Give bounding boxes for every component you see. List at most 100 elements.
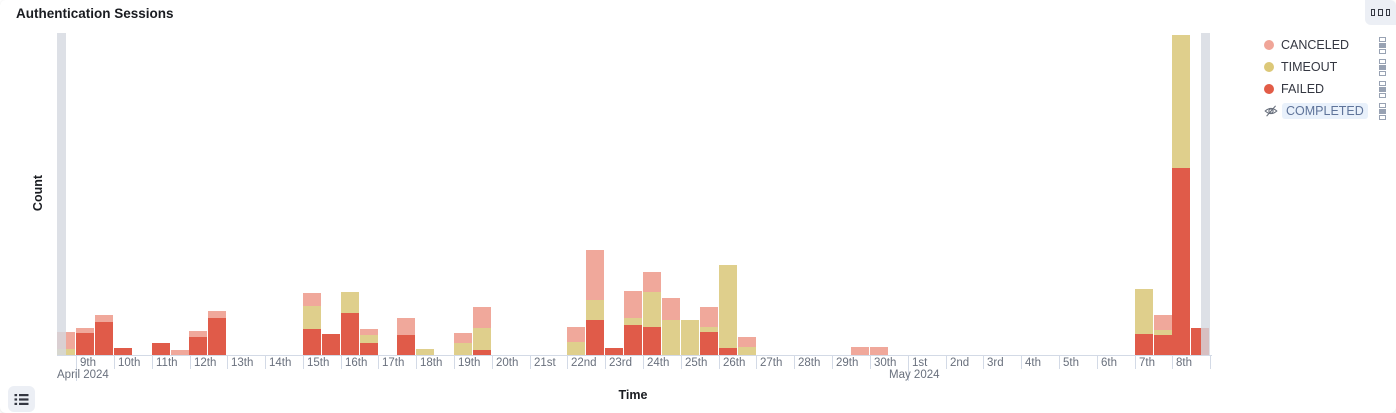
legend-item: FAILED xyxy=(1264,80,1388,98)
legend-item-actions-icon[interactable] xyxy=(1377,101,1388,122)
bar-segment-timeout[interactable] xyxy=(1172,35,1190,168)
bar-segment-timeout[interactable] xyxy=(719,265,737,348)
bar-segment-timeout[interactable] xyxy=(624,318,642,325)
bar-segment-timeout[interactable] xyxy=(473,328,491,350)
bar-segment-timeout[interactable] xyxy=(416,349,434,355)
legend-item-actions-icon[interactable] xyxy=(1377,79,1388,100)
partial-bucket-marker xyxy=(1201,33,1210,355)
bar-segment-timeout[interactable] xyxy=(454,343,472,355)
bar-segment-timeout[interactable] xyxy=(1135,289,1153,334)
legend-item-actions-icon[interactable] xyxy=(1377,35,1388,56)
bar-segment-canceled[interactable] xyxy=(397,318,415,335)
bar-segment-timeout[interactable] xyxy=(586,300,604,320)
x-axis-tick xyxy=(454,355,455,369)
x-axis-tick xyxy=(227,355,228,369)
x-tick-label: 19th xyxy=(458,357,481,369)
bar-segment-timeout[interactable] xyxy=(567,342,585,355)
bar-segment-timeout[interactable] xyxy=(643,292,661,327)
bar-segment-failed[interactable] xyxy=(719,348,737,355)
x-axis-tick xyxy=(983,355,984,369)
bar-segment-failed[interactable] xyxy=(643,327,661,355)
x-tick-label: 6th xyxy=(1101,357,1117,369)
legend-label[interactable]: COMPLETED xyxy=(1282,103,1368,119)
x-axis-tick xyxy=(190,355,191,369)
bar-segment-canceled[interactable] xyxy=(643,272,661,292)
bar-segment-canceled[interactable] xyxy=(76,328,94,333)
legend-color-dot xyxy=(1264,84,1274,94)
x-tick-label: 17th xyxy=(382,357,405,369)
bar-segment-failed[interactable] xyxy=(624,325,642,355)
bar-segment-canceled[interactable] xyxy=(738,337,756,347)
bar-segment-timeout[interactable] xyxy=(681,320,699,355)
bar-segment-canceled[interactable] xyxy=(700,307,718,327)
toggle-legend-button[interactable] xyxy=(8,386,35,412)
legend-list-icon xyxy=(14,393,29,405)
bar-segment-failed[interactable] xyxy=(360,343,378,355)
x-axis-tick xyxy=(1135,355,1136,369)
x-axis-tick xyxy=(567,355,568,369)
bar-segment-canceled[interactable] xyxy=(189,331,207,337)
x-tick-label: 1st xyxy=(912,357,928,369)
panel-options-button[interactable] xyxy=(1365,0,1396,25)
legend-label[interactable]: TIMEOUT xyxy=(1281,60,1338,74)
bar-segment-timeout[interactable] xyxy=(700,327,718,332)
bar-segment-canceled[interactable] xyxy=(1154,315,1172,330)
bar-segment-canceled[interactable] xyxy=(171,350,189,355)
bar-segment-canceled[interactable] xyxy=(586,250,604,300)
x-axis-tick xyxy=(1097,355,1098,369)
bar-segment-timeout[interactable] xyxy=(360,335,378,343)
bar-segment-timeout[interactable] xyxy=(1154,330,1172,335)
x-axis-tick xyxy=(530,355,531,369)
bar-segment-failed[interactable] xyxy=(1172,168,1190,355)
bar-segment-timeout[interactable] xyxy=(662,320,680,355)
bar-segment-timeout[interactable] xyxy=(57,349,75,355)
x-axis-tick xyxy=(946,355,947,369)
bar-segment-canceled[interactable] xyxy=(303,293,321,306)
x-axis-tick xyxy=(870,355,871,369)
bar-segment-failed[interactable] xyxy=(605,348,623,355)
legend-item-actions-icon[interactable] xyxy=(1377,57,1388,78)
bar-segment-failed[interactable] xyxy=(189,337,207,355)
x-tick-label: 8th xyxy=(1176,357,1192,369)
bar-segment-failed[interactable] xyxy=(152,343,170,355)
x-axis-tick xyxy=(719,355,720,369)
legend-label[interactable]: CANCELED xyxy=(1281,38,1350,52)
x-tick-label: 29th xyxy=(836,357,859,369)
bar-segment-canceled[interactable] xyxy=(95,315,113,322)
x-tick-label: 5th xyxy=(1063,357,1079,369)
bar-segment-timeout[interactable] xyxy=(738,347,756,355)
bar-segment-timeout[interactable] xyxy=(341,292,359,313)
bar-segment-canceled[interactable] xyxy=(454,333,472,343)
x-axis-tick xyxy=(605,355,606,369)
bar-segment-canceled[interactable] xyxy=(567,327,585,342)
bar-segment-failed[interactable] xyxy=(700,332,718,355)
bar-segment-timeout[interactable] xyxy=(303,306,321,329)
bar-segment-failed[interactable] xyxy=(1135,334,1153,355)
x-axis-tick xyxy=(341,355,342,369)
bar-segment-failed[interactable] xyxy=(208,318,226,355)
bar-segment-canceled[interactable] xyxy=(662,298,680,320)
bar-segment-canceled[interactable] xyxy=(473,307,491,328)
x-tick-label: 9th xyxy=(80,357,96,369)
bar-segment-canceled[interactable] xyxy=(851,347,869,355)
bar-segment-canceled[interactable] xyxy=(360,329,378,335)
bar-segment-failed[interactable] xyxy=(586,320,604,355)
x-tick-label: 14th xyxy=(269,357,292,369)
x-tick-label: 25th xyxy=(685,357,708,369)
bar-segment-failed[interactable] xyxy=(114,348,132,355)
legend-label[interactable]: FAILED xyxy=(1281,82,1325,96)
bar-segment-failed[interactable] xyxy=(473,350,491,355)
bar-segment-canceled[interactable] xyxy=(870,347,888,355)
bar-segment-failed[interactable] xyxy=(341,313,359,355)
bar-segment-canceled[interactable] xyxy=(208,311,226,318)
bar-segment-failed[interactable] xyxy=(95,322,113,355)
y-axis-title: Count xyxy=(31,174,45,212)
bar-segment-failed[interactable] xyxy=(322,334,340,355)
x-tick-label: 12th xyxy=(194,357,217,369)
bar-segment-failed[interactable] xyxy=(1154,335,1172,355)
bar-segment-failed[interactable] xyxy=(303,329,321,355)
bar-segment-canceled[interactable] xyxy=(624,291,642,318)
bar-segment-failed[interactable] xyxy=(397,335,415,355)
bar-segment-failed[interactable] xyxy=(76,333,94,355)
